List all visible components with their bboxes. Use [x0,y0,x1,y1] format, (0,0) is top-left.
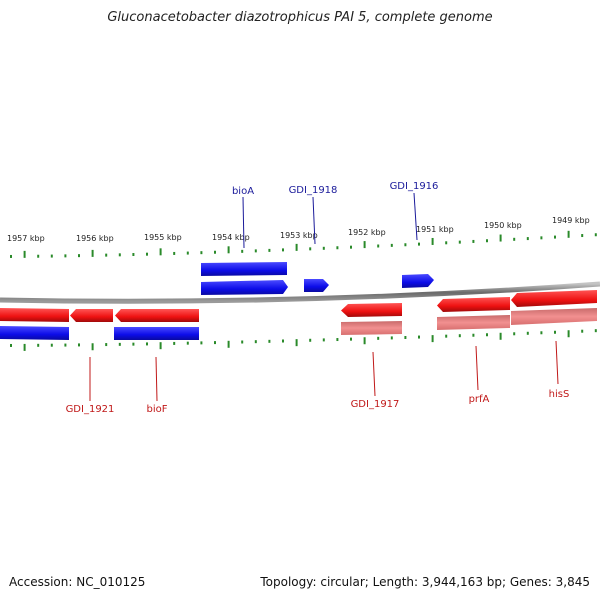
gene-label-GDI-1916[interactable]: GDI_1916 [390,181,439,192]
label-leaders [89,192,559,402]
forward-strand [0,262,434,340]
gene-arrow-bioA-upper[interactable] [201,262,287,276]
gene-label-hisS[interactable]: hisS [549,389,570,400]
gene-arrow-hisS-light[interactable] [511,308,597,325]
accession-text: Accession: NC_010125 [9,575,146,589]
scale-label-1955: 1955 kbp [144,233,182,242]
topology-text: Topology: circular; Length: 3,944,163 bp… [260,575,590,589]
gene-labels: bioA GDI_1918 GDI_1916 GDI_1921 bioF GDI… [66,181,570,415]
leader-bioF [155,356,158,402]
gene-arrow-GDI-1917-light[interactable] [341,321,402,335]
leader-bioA [242,196,245,249]
leader-prfA [475,345,479,391]
genome-backbone [0,281,600,304]
scale-label-1953: 1953 kbp [280,231,318,240]
gene-arrow-hisS[interactable] [511,290,597,307]
scale-labels: 1957 kbp 1956 kbp 1955 kbp 1954 kbp 1953… [7,216,590,243]
reverse-strand [0,290,597,335]
scale-label-1957: 1957 kbp [7,234,45,243]
scale-label-1954: 1954 kbp [212,233,250,242]
gene-arrow-prfA[interactable] [437,297,510,312]
scale-label-1951: 1951 kbp [416,225,454,234]
gene-arrow-GDI-1916[interactable] [402,274,434,288]
gene-label-prfA[interactable]: prfA [469,394,490,405]
leader-GDI-1917 [372,351,376,397]
gene-arrow-bioF-partner[interactable] [114,327,199,340]
gene-label-GDI-1921[interactable]: GDI_1921 [66,404,115,415]
gene-label-bioF[interactable]: bioF [147,404,168,415]
scale-label-1952: 1952 kbp [348,228,386,237]
gene-arrow-bioA[interactable] [201,280,288,295]
scale-label-1956: 1956 kbp [76,234,114,243]
gene-arrow-GDI-1918[interactable] [304,279,329,292]
scale-ticks [10,230,597,351]
scale-label-1950: 1950 kbp [484,221,522,230]
gene-arrow-bioF[interactable] [115,309,199,322]
gene-arrow-left-partial-blue[interactable] [0,326,69,340]
gene-arrow-GDI-1917[interactable] [341,303,402,317]
gene-arrow-prfA-light[interactable] [437,315,510,330]
genome-title: Gluconacetobacter diazotrophicus PAI 5, … [107,10,493,25]
scale-label-1949: 1949 kbp [552,216,590,225]
gene-label-GDI-1917[interactable]: GDI_1917 [351,399,400,410]
leader-GDI-1916 [413,192,418,241]
gene-arrow-GDI-1921[interactable] [0,308,69,322]
leader-hisS [555,340,559,385]
leader-GDI-1918 [312,196,316,245]
gene-label-bioA[interactable]: bioA [232,186,254,197]
gene-arrow-GDI-1921b[interactable] [70,309,113,322]
gene-label-GDI-1918[interactable]: GDI_1918 [289,185,338,196]
